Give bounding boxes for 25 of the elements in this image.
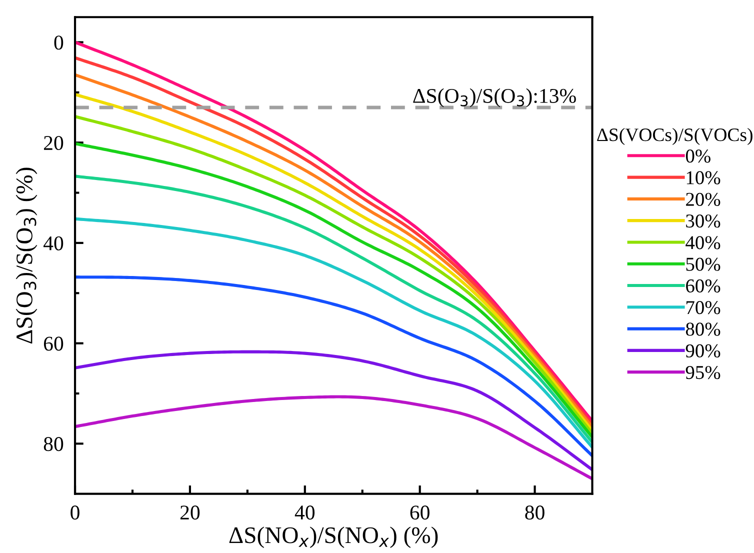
y-tick-label: 60 [44,336,64,351]
x-tick-label: 0 [70,506,80,520]
legend-label: 20% [686,192,720,206]
y-tick-label: 80 [44,437,64,452]
x-tick-label: 80 [525,506,544,520]
x-tick-label: 60 [410,506,430,520]
x-axis-title: ΔS(NO$_{x}$)/S(NO$_{x}$) (%) [229,526,438,548]
legend-label: 80% [686,322,720,336]
ref-line-label: ΔS(O$_{3}$)/S(O$_{3}$):13% [413,88,576,108]
y-tick-label: 0 [54,36,64,50]
legend-title: ΔS(VOCs)/S(VOCs) [597,128,752,145]
y-axis-title: ΔS(O$_{3}$)/S(O$_{3}$) (%) [16,168,38,344]
y-tick-label: 40 [43,236,64,250]
x-tick-label: 40 [294,506,315,520]
legend-label: 0% [686,150,710,163]
y-tick-label: 20 [44,136,64,150]
x-tick-label: 20 [180,506,200,520]
legend-label: 70% [686,301,720,314]
legend-label: 60% [686,279,720,293]
legend-label: 90% [686,344,720,358]
legend-label: 40% [686,236,720,250]
legend-label: 50% [686,258,720,271]
legend-label: 95% [686,366,720,380]
legend-label: 10% [686,171,720,184]
legend-label: 30% [686,214,720,228]
